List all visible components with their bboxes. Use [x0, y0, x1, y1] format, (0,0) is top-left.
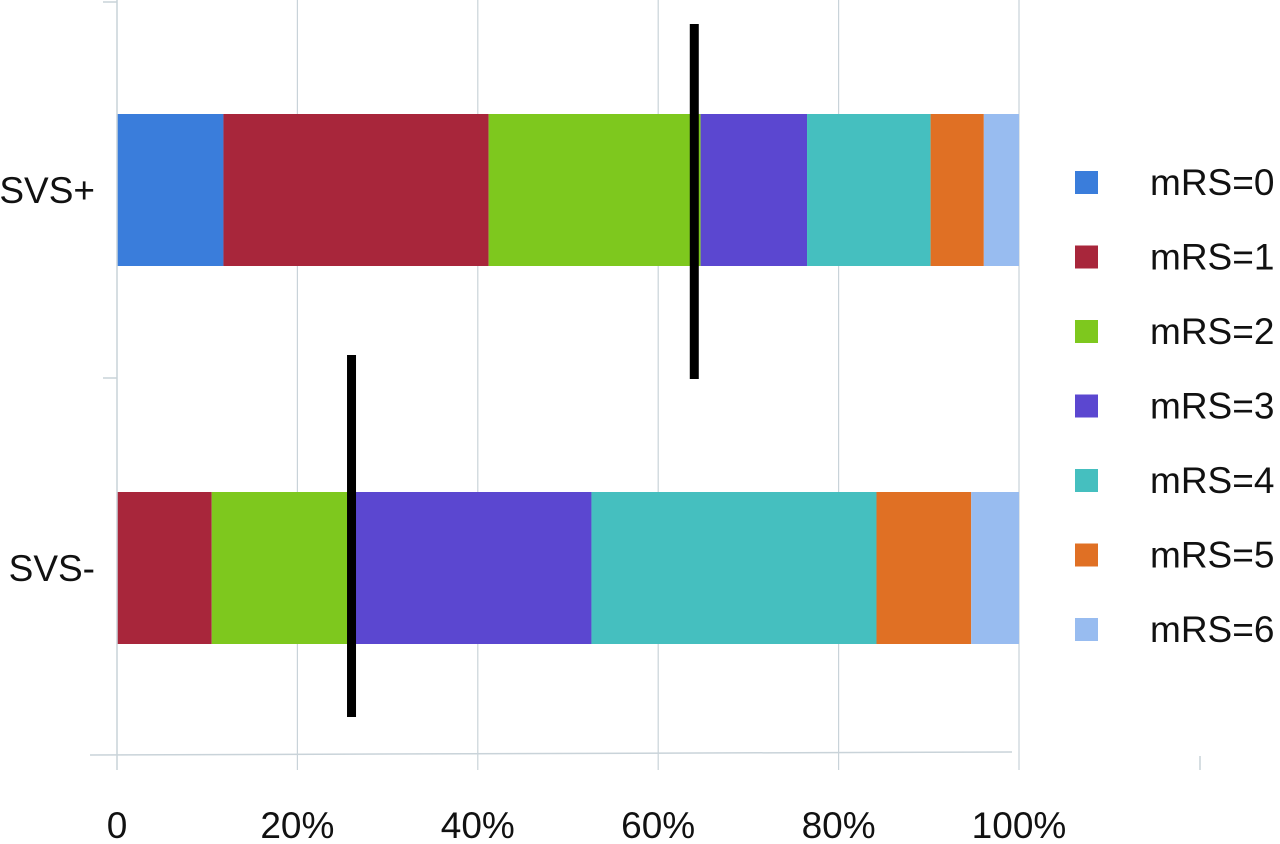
bar-segment [807, 114, 931, 266]
x-tick-label: 60% [621, 805, 695, 839]
y-category-label: SVS- [9, 548, 95, 589]
bar-segment [971, 492, 1019, 644]
legend-swatch [1075, 543, 1098, 567]
bar-segment [930, 114, 984, 266]
legend-label: mRS=0 [1150, 162, 1274, 203]
x-tick-label: 40% [441, 805, 515, 839]
bar-segment [117, 114, 224, 266]
legend-label: mRS=6 [1150, 609, 1274, 650]
bar-segment [488, 114, 701, 266]
bar-segment [876, 492, 972, 644]
legend-label: mRS=4 [1150, 460, 1274, 501]
legend-label: mRS=3 [1150, 386, 1274, 427]
legend-swatch [1075, 394, 1098, 418]
bar-segment [211, 492, 355, 644]
bar-segment [700, 114, 808, 266]
x-tick-label: 20% [260, 805, 334, 839]
axes: 0 20% 40% 60% 80% 100% SVS+ SVS- [0, 0, 1201, 844]
x-tick-label: 0 [107, 805, 128, 839]
bar-segment [591, 492, 877, 644]
bar-segment [354, 492, 592, 644]
legend-label: mRS=2 [1150, 311, 1274, 352]
x-tick-label: 100% [972, 805, 1067, 839]
median-line [347, 355, 357, 717]
legend-swatch [1075, 320, 1098, 343]
bar-segment [117, 492, 212, 644]
legend-swatch [1075, 171, 1098, 194]
legend-swatch [1075, 469, 1098, 492]
bar-segment [223, 114, 489, 266]
bars [117, 114, 1019, 644]
legend-label: mRS=1 [1150, 237, 1274, 278]
x-tick-label: 80% [802, 805, 876, 839]
y-category-label: SVS+ [0, 170, 95, 211]
legend: mRS=0 mRS=1 mRS=2 mRS=3 mRS=4 mRS=5 mRS=6 [1075, 162, 1274, 650]
legend-label: mRS=5 [1150, 535, 1274, 576]
legend-swatch [1075, 618, 1098, 641]
legend-swatch [1075, 245, 1098, 269]
x-axis-line [89, 751, 1013, 756]
median-line [689, 24, 699, 379]
median-lines [347, 24, 699, 717]
bar-segment [983, 114, 1019, 266]
